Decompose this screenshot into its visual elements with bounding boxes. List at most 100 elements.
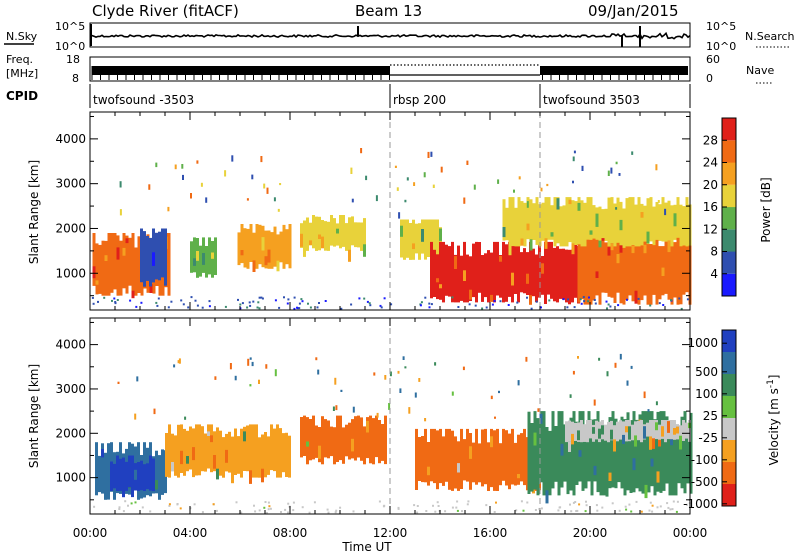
power-ground-scatter — [481, 307, 484, 310]
power-echo-cell — [523, 202, 527, 247]
velocity-echo-cell — [339, 415, 342, 461]
power-echo-cell — [318, 216, 321, 251]
velocity-ground-scatter — [686, 503, 688, 506]
power-colorbar-swatch — [722, 207, 736, 230]
power-sparse-echo — [657, 200, 660, 203]
power-sparse-echo — [360, 148, 363, 154]
power-panel: 1000 2000 3000 4000 Slant Range [km] 4 8 12 16… — [27, 111, 773, 311]
velocity-ground-scatter — [574, 501, 577, 503]
velocity-sparse-echo — [265, 364, 268, 369]
power-ground-scatter — [155, 301, 158, 304]
power-echo-cell — [246, 228, 250, 269]
velocity-echo-speckle — [610, 429, 613, 440]
velocity-sparse-echo — [317, 369, 320, 375]
power-echo-speckle — [616, 201, 620, 210]
velocity-sparse-echo — [234, 375, 237, 381]
power-echo-cell — [149, 237, 152, 287]
power-echo-speckle — [448, 249, 451, 256]
velocity-echo-speckle — [478, 466, 481, 475]
power-ground-scatter — [256, 306, 259, 309]
power-echo-speckle — [412, 243, 415, 250]
x-tick-label: 12:00 — [373, 526, 408, 540]
velocity-sparse-echo — [577, 356, 579, 359]
power-echo-cell — [460, 255, 463, 301]
power-echo-speckle — [514, 244, 517, 255]
power-echo-cell — [511, 197, 515, 247]
velocity-echo-cell — [668, 431, 672, 496]
velocity-ground-scatter — [495, 501, 497, 504]
velocity-ground-scatter — [485, 504, 488, 507]
power-colorbar-label-tick: 12 — [703, 222, 718, 236]
power-colorbar-label-tick: 24 — [703, 156, 718, 170]
velocity-echo-speckle — [578, 450, 582, 457]
power-sparse-echo — [618, 173, 621, 176]
power-echo-cell — [667, 228, 671, 300]
x-tick-label: 00:00 — [73, 526, 108, 540]
power-echo-speckle — [472, 279, 475, 286]
power-sparse-echo — [540, 187, 543, 192]
power-echo-cell — [348, 217, 351, 251]
power-echo-cell — [637, 197, 641, 247]
velocity-echo-speckle — [614, 462, 618, 474]
power-echo-cell — [433, 219, 436, 259]
velocity-ground-scatter — [416, 505, 419, 507]
power-sparse-echo — [196, 160, 199, 164]
velocity-sparse-echo — [630, 365, 633, 369]
velocity-echo-speckle — [448, 450, 451, 462]
velocity-echo-speckle — [116, 465, 119, 479]
velocity-echo-cell — [608, 417, 612, 489]
power-ground-scatter — [369, 304, 372, 307]
velocity-echo-cell — [128, 455, 131, 488]
velocity-echo-cell — [620, 416, 624, 489]
power-echo-cell — [643, 234, 647, 296]
power-echo-speckle — [640, 212, 644, 218]
velocity-echo-speckle — [613, 439, 616, 452]
velocity-sparse-echo — [626, 380, 629, 386]
power-echo-speckle — [577, 202, 581, 211]
velocity-sparse-echo — [388, 403, 391, 410]
velocity-sparse-echo — [134, 413, 137, 420]
beam-label: Beam 13 — [355, 2, 422, 20]
power-echo-cell — [424, 219, 427, 260]
power-echo-cell — [610, 237, 614, 298]
velocity-ground-scatter — [382, 505, 385, 508]
power-ground-scatter — [419, 304, 422, 307]
velocity-echo-cell — [469, 433, 472, 490]
power-echo-cell — [613, 203, 617, 247]
velocity-echo-cell — [104, 452, 107, 500]
power-echo-cell — [568, 249, 571, 301]
power-echo-cell — [592, 205, 596, 239]
velocity-echo-speckle — [685, 438, 688, 448]
power-echo-speckle — [667, 240, 671, 253]
velocity-ground-scatter — [493, 511, 496, 513]
power-ground-scatter — [594, 302, 597, 305]
power-sparse-echo — [581, 165, 584, 171]
power-ground-scatter — [97, 300, 99, 303]
power-ground-scatter — [617, 304, 620, 307]
power-echo-cell — [205, 246, 208, 278]
power-echo-cell — [146, 235, 149, 281]
velocity-echo-speckle — [649, 436, 652, 450]
velocity-sparse-echo — [404, 366, 407, 369]
freq-tick-low: 8 — [72, 72, 79, 85]
cpid-row: CPID twofsound -3503 rbsp 200 twofsound 35… — [6, 84, 691, 108]
power-sparse-echo — [279, 183, 282, 186]
velocity-sparse-echo — [389, 371, 392, 377]
power-echo-speckle — [484, 282, 487, 294]
velocity-ground-scatter — [585, 500, 587, 503]
velocity-echo-cell — [583, 424, 586, 442]
velocity-echo-speckle — [436, 478, 439, 490]
power-echo-speckle — [574, 220, 578, 225]
power-echo-speckle — [95, 280, 99, 285]
power-echo-cell — [583, 232, 587, 305]
power-sparse-echo — [615, 207, 618, 210]
velocity-ground-scatter — [618, 509, 621, 512]
velocity-echo-cell — [327, 420, 330, 459]
power-echo-cell — [321, 220, 324, 246]
power-ground-scatter — [649, 304, 652, 307]
power-sparse-echo — [119, 209, 122, 216]
velocity-echo-cell — [427, 442, 430, 486]
velocity-echo-cell — [171, 433, 174, 470]
power-echo-speckle — [116, 247, 120, 260]
power-echo-speckle — [303, 248, 306, 257]
